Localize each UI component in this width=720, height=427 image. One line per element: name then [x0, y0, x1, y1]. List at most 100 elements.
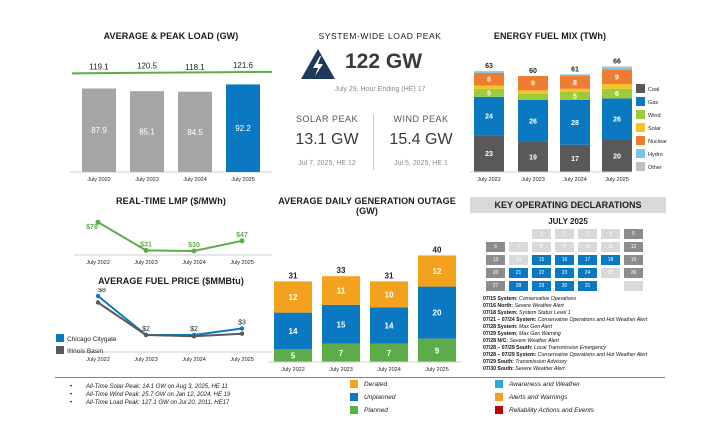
outage-segment-unplanned: [322, 304, 360, 344]
declaration-item: 07/29 System: Max Gen Warning: [483, 331, 713, 338]
reliability-label: Reliability Actions and Events: [509, 406, 595, 414]
declaration-text: Local Transmission Emergency: [534, 345, 607, 352]
fuel-mix-segment-nuclear: [474, 72, 504, 86]
outage-segment-derated: [274, 281, 312, 313]
lightning-bolt-icon: [301, 49, 335, 79]
outage-segment-label: 12: [433, 267, 442, 276]
fuel-mix-segment-solar: [474, 85, 504, 89]
fuel-mix-segment-label: 26: [613, 117, 621, 124]
reliability-swatch: [495, 406, 503, 414]
declaration-date: 07/29 South:: [483, 359, 516, 366]
fuel-mix-segment-nuclear: [602, 69, 632, 84]
fuel-mix-segment-gas: [602, 98, 632, 140]
declaration-item: 07/30 South: Severe Weather Alert: [483, 366, 713, 373]
lmp-title: REAL-TIME LMP ($/MWh): [116, 196, 226, 206]
fuel-mix-total-label: 66: [613, 58, 621, 65]
declaration-item: 07/21 – 07/24 System: Conservative Opera…: [483, 317, 713, 324]
legend-reliability: Reliability Actions and Events: [495, 406, 594, 414]
lmp-value-label: $30: [188, 242, 200, 249]
calendar-day: 4: [601, 229, 620, 239]
outage-segment-label: 12: [289, 293, 298, 302]
outage-total-label: 31: [385, 271, 394, 280]
fuel-mix-x-label: July 2022: [477, 177, 501, 183]
fuel-price-point: [95, 300, 101, 305]
lmp-line: [97, 221, 243, 253]
fuel-mix-segment-solar: [560, 88, 590, 92]
calendar-day: 7: [509, 242, 528, 252]
declaration-date: 07/28 System:: [483, 324, 520, 331]
outage-x-label: July 2022: [281, 367, 305, 373]
fuel-price-point: [143, 332, 149, 338]
outage-segment-planned: [274, 349, 312, 362]
solar-peak-label: SOLAR PEAK: [295, 114, 359, 124]
declarations-list: 07/15 System: Conservative Operations 07/…: [483, 296, 713, 374]
calendar-day: 25: [601, 268, 620, 278]
legend-label-hydro: Hydro: [648, 152, 663, 158]
lmp-chart: $78 July 2022 $31 July 2023 $30 July 2024 $47 J…: [74, 219, 272, 266]
calendar-day: 8: [532, 242, 551, 252]
outage-segment-label: 14: [289, 327, 298, 336]
fuel-mix-total-label: 60: [529, 68, 537, 75]
fuel-price-line-illinois: [97, 301, 243, 338]
note-wind: All-Time Wind Peak: 25.7 GW on Jan 12, 2…: [86, 392, 231, 398]
fuel-mix-segment-label: 8: [487, 77, 491, 84]
declaration-text: Severe Weather Alert: [509, 338, 559, 345]
load-average-bar: [82, 88, 116, 172]
fuel-price-value-label: $3: [238, 320, 246, 327]
lmp-point: [143, 247, 149, 253]
lmp-value-label: $78: [86, 224, 98, 231]
legend-swatch-nuclear: [636, 136, 645, 145]
outage-segment-label: 14: [385, 322, 394, 331]
fuel-mix-segment-nuclear: [560, 76, 590, 89]
outage-segment-label: 7: [339, 349, 344, 358]
outage-segment-derated: [370, 281, 408, 308]
fuel-price-point: [95, 293, 101, 299]
calendar-day: 20: [486, 268, 505, 278]
system-peak-date: July 29, Hour Ending (HE) 17: [334, 86, 426, 93]
declaration-item: 07/29 South: Transmission Advisory: [483, 359, 713, 366]
outage-segment-derated: [322, 276, 360, 305]
fuel-mix-segment-gas: [518, 100, 548, 142]
bullet-icon: •: [70, 392, 73, 398]
fuel-mix-segment-label: 20: [613, 154, 621, 161]
outage-segment-unplanned: [370, 307, 408, 344]
fuel-price-point: [239, 331, 245, 336]
calendar-day: 30: [555, 281, 574, 291]
declaration-text: Max Gen Alert: [519, 324, 553, 331]
legend-planned: Planned: [350, 406, 388, 414]
fuel-mix-segment-label: 24: [485, 114, 493, 121]
outage-segment-derated: [418, 255, 456, 287]
awareness-label: Awareness and Weather: [509, 380, 580, 388]
legend-label-gas: Gas: [648, 100, 658, 106]
fuel-mix-x-label: July 2024: [563, 177, 587, 183]
declaration-text: Conservative Operations and Hot Weather …: [537, 352, 648, 359]
outage-chart: 5 14 12 31 July 2022 7 15 11 33 July 2023 7 14 10 31 J…: [268, 245, 462, 373]
outage-subtitle: (GW): [356, 206, 378, 216]
calendar-day: 24: [578, 268, 597, 278]
load-peak-label: 120.5: [137, 62, 158, 71]
legend-swatch-wind: [636, 110, 645, 119]
fuel-mix-segment-gas: [560, 100, 590, 145]
calendar-day: 21: [509, 268, 528, 278]
fuel-mix-segment-label: 9: [615, 74, 619, 81]
load-peak-line: [71, 70, 273, 75]
outage-x-label: July 2023: [329, 367, 353, 373]
calendar-day: 9: [555, 242, 574, 252]
calendar-day: 13: [486, 255, 505, 265]
fuel-mix-segment-label: 28: [571, 120, 579, 127]
calendar-day: 15: [532, 255, 551, 265]
kpi-divider: [373, 114, 374, 170]
load-chart: 87.9 July 2022 85.1 July 2023 84.5 July 2024 9…: [70, 61, 273, 183]
calendar-day: 10: [578, 242, 597, 252]
calendar-day: 14: [509, 255, 528, 265]
fuel-price-point: [239, 326, 245, 331]
calendar-day: 18: [601, 255, 620, 265]
outage-title: AVERAGE DAILY GENERATION OUTAGE (GW): [272, 196, 462, 216]
load-x-label: July 2025: [231, 177, 255, 183]
outage-total-label: 33: [337, 266, 346, 275]
planned-swatch: [350, 406, 358, 414]
fuel-mix-segment-coal: [602, 140, 632, 172]
outage-segment-planned: [418, 338, 456, 362]
fuel-mix-segment-label: 19: [529, 154, 537, 161]
outage-x-label: July 2025: [425, 367, 449, 373]
